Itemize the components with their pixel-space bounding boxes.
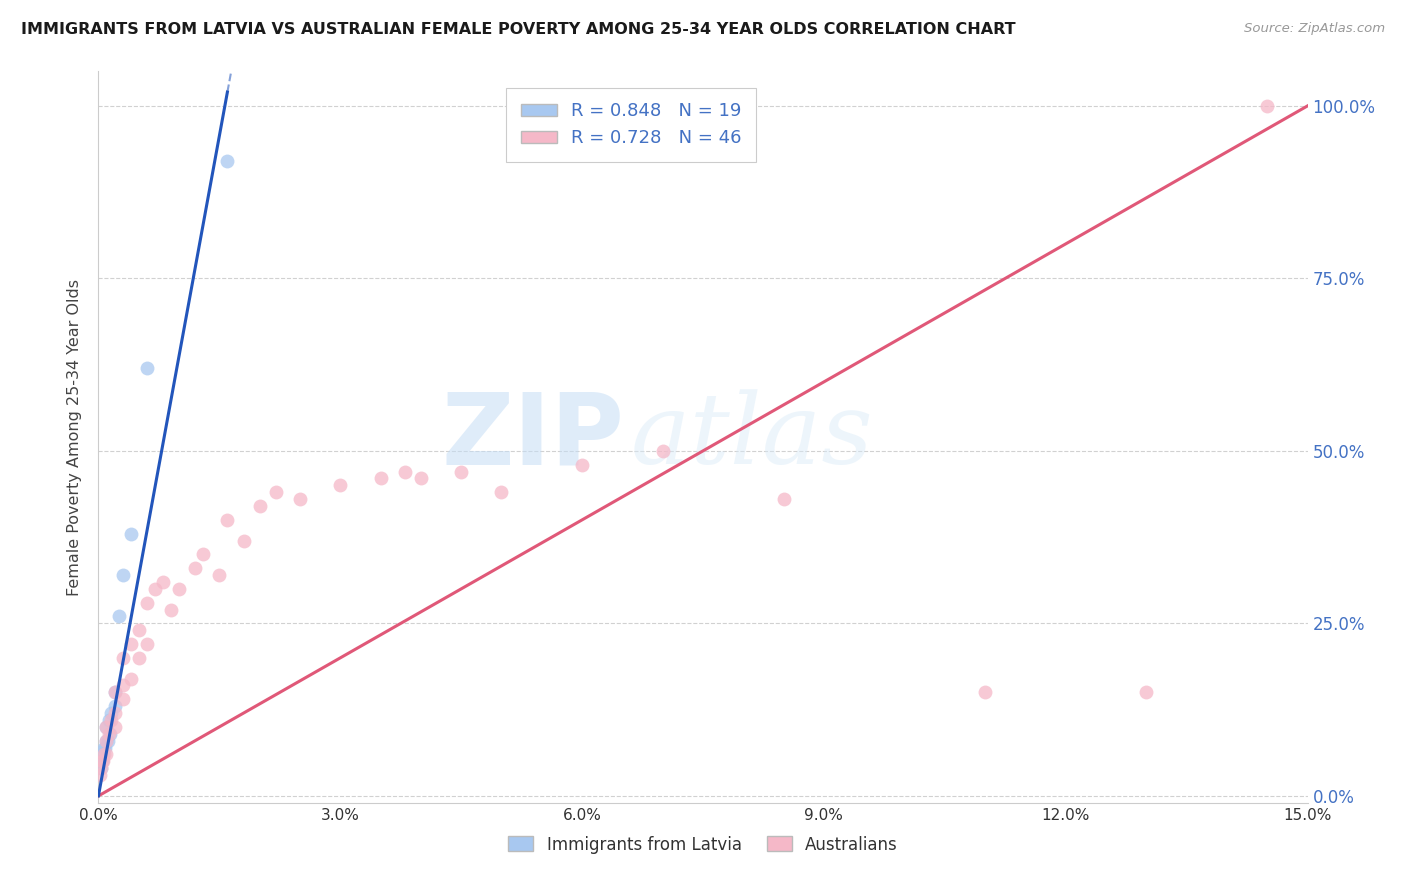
- Point: [974, 685, 997, 699]
- Point: [370, 471, 392, 485]
- Point: [450, 465, 472, 479]
- Point: [193, 548, 215, 562]
- Point: [184, 561, 207, 575]
- Point: [96, 733, 118, 747]
- Point: [135, 637, 157, 651]
- Point: [91, 755, 114, 769]
- Point: [232, 533, 254, 548]
- Point: [160, 602, 183, 616]
- Point: [128, 624, 150, 638]
- Point: [89, 768, 111, 782]
- Point: [491, 485, 513, 500]
- Point: [135, 361, 157, 376]
- Point: [96, 720, 118, 734]
- Point: [217, 513, 239, 527]
- Point: [94, 740, 117, 755]
- Point: [135, 596, 157, 610]
- Point: [120, 526, 142, 541]
- Text: atlas: atlas: [630, 390, 873, 484]
- Point: [90, 761, 112, 775]
- Point: [152, 574, 174, 589]
- Point: [111, 692, 134, 706]
- Point: [91, 755, 114, 769]
- Legend: Immigrants from Latvia, Australians: Immigrants from Latvia, Australians: [502, 829, 904, 860]
- Point: [394, 465, 416, 479]
- Point: [249, 499, 271, 513]
- Point: [111, 568, 134, 582]
- Point: [1135, 685, 1157, 699]
- Y-axis label: Female Poverty Among 25-34 Year Olds: Female Poverty Among 25-34 Year Olds: [67, 278, 83, 596]
- Point: [103, 685, 125, 699]
- Point: [100, 706, 122, 720]
- Point: [143, 582, 166, 596]
- Point: [288, 492, 311, 507]
- Text: IMMIGRANTS FROM LATVIA VS AUSTRALIAN FEMALE POVERTY AMONG 25-34 YEAR OLDS CORREL: IMMIGRANTS FROM LATVIA VS AUSTRALIAN FEM…: [21, 22, 1015, 37]
- Text: Source: ZipAtlas.com: Source: ZipAtlas.com: [1244, 22, 1385, 36]
- Point: [571, 458, 593, 472]
- Text: ZIP: ZIP: [441, 389, 624, 485]
- Point: [100, 713, 122, 727]
- Point: [208, 568, 231, 582]
- Point: [97, 713, 120, 727]
- Point: [217, 154, 239, 169]
- Point: [409, 471, 432, 485]
- Point: [264, 485, 287, 500]
- Point: [97, 733, 120, 747]
- Point: [651, 443, 673, 458]
- Point: [93, 747, 115, 762]
- Point: [91, 747, 114, 762]
- Point: [90, 755, 112, 769]
- Point: [103, 699, 125, 714]
- Point: [772, 492, 794, 507]
- Point: [107, 609, 129, 624]
- Point: [167, 582, 190, 596]
- Point: [93, 740, 115, 755]
- Point: [329, 478, 352, 492]
- Point: [96, 733, 118, 747]
- Point: [90, 761, 112, 775]
- Point: [1256, 99, 1278, 113]
- Point: [97, 727, 120, 741]
- Point: [111, 678, 134, 692]
- Point: [120, 637, 142, 651]
- Point: [120, 672, 142, 686]
- Point: [128, 651, 150, 665]
- Point: [111, 651, 134, 665]
- Point: [96, 747, 118, 762]
- Point: [103, 685, 125, 699]
- Point: [98, 727, 121, 741]
- Point: [103, 720, 125, 734]
- Point: [103, 706, 125, 720]
- Point: [96, 720, 118, 734]
- Point: [91, 755, 114, 769]
